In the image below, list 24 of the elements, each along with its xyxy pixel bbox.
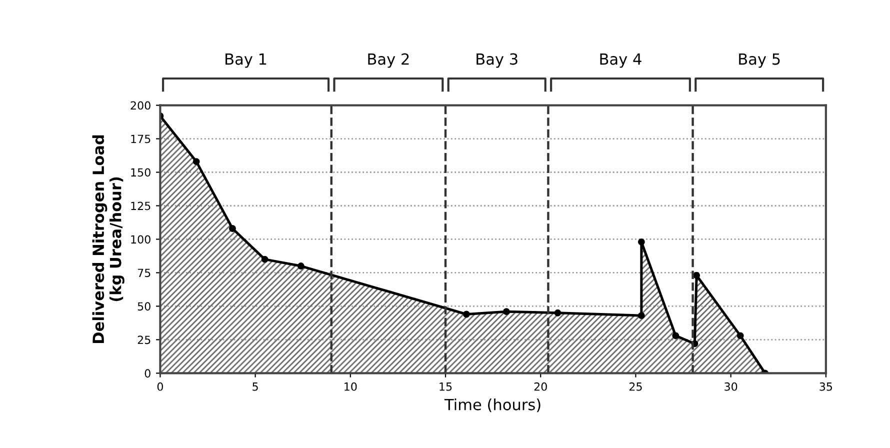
x-tick-label: 30 [724, 382, 738, 391]
x-tick-label: 0 [157, 382, 163, 391]
text: Bay 3 [476, 53, 518, 68]
x-tick-label: 20 [534, 382, 547, 391]
x-tick-label: 10 [344, 382, 357, 391]
x-tick-label: 35 [820, 382, 832, 391]
y-tick-label: 50 [138, 302, 150, 311]
text: Bay 2 [368, 53, 409, 68]
y-tick-label: 175 [131, 134, 150, 144]
y-tick-label: 125 [131, 202, 150, 210]
y-tick-label: 200 [130, 101, 150, 110]
y-axis-title: Delivered Nitrogen Load (kg Urea/hour) [92, 135, 124, 343]
y-tick-label: 25 [138, 336, 150, 344]
x-tick-label: 25 [629, 382, 642, 391]
x-tick-label: 5 [252, 382, 258, 391]
y-tick-label: 100 [131, 235, 150, 244]
y-tick-label: 75 [138, 268, 150, 278]
x-tick-label: 15 [440, 382, 452, 391]
text: Bay 4 [600, 53, 642, 68]
x-axis-title: Time (hours) [444, 398, 540, 412]
y-tick-label: 150 [131, 168, 150, 177]
text: Bay 1 [226, 53, 266, 68]
y-tick-label: 0 [144, 369, 150, 378]
text: Bay 5 [739, 53, 780, 68]
